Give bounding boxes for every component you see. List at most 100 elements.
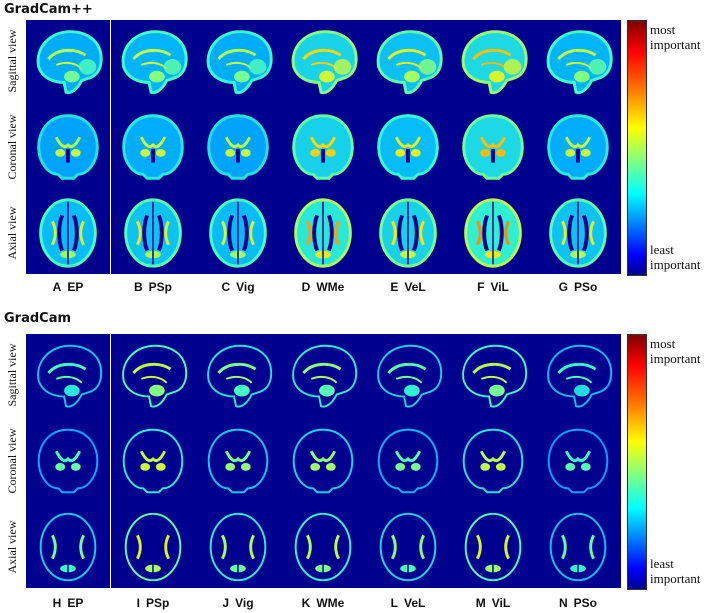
brain-map-coronal-svg (377, 428, 439, 494)
brain-map-sagittal-svg (206, 30, 273, 95)
brain-map-axial-svg (39, 198, 97, 268)
brain-map-n-axial (536, 506, 620, 588)
brain-map-sagittal-svg (377, 344, 443, 408)
brain-map-e-axial (366, 192, 450, 274)
panel-other-columns (110, 334, 621, 588)
column-letter: N (558, 596, 568, 610)
brain-map-sagittal-svg (376, 30, 443, 95)
column-label-c: C Vig (196, 280, 280, 294)
column-letter: B (133, 280, 143, 294)
brain-map-axial-svg (209, 512, 267, 582)
brain-map-sagittal-svg (462, 344, 528, 408)
brain-map-axial-svg (549, 512, 607, 582)
column-letter: G (558, 280, 568, 294)
brain-map-axial-svg (124, 512, 182, 582)
column-name: ViL (491, 596, 511, 610)
brain-map-b-sagittal (111, 20, 195, 102)
brain-map-f-coronal (451, 106, 535, 188)
column-label-n: N PSo (536, 596, 620, 610)
brain-map-coronal-svg (207, 114, 269, 180)
brain-map-coronal-svg (37, 428, 99, 494)
brain-map-g-sagittal (536, 20, 620, 102)
panel-other-columns (110, 20, 621, 274)
column-label-i: I PSp (111, 596, 195, 610)
column-name: PSp (148, 280, 172, 294)
brain-map-axial-svg (294, 512, 352, 582)
brain-map-g-coronal (536, 106, 620, 188)
brain-map-axial-svg (464, 198, 522, 268)
brain-map-h-coronal (26, 420, 110, 502)
brain-map-f-axial (451, 192, 535, 274)
brain-map-coronal-svg (122, 114, 184, 180)
column-letter: L (390, 596, 398, 610)
brain-map-m-axial (451, 506, 535, 588)
column-letter: E (390, 280, 399, 294)
brain-map-c-coronal (196, 106, 280, 188)
brain-map-m-sagittal (451, 334, 535, 416)
brain-map-f-sagittal (451, 20, 535, 102)
brain-map-i-axial (111, 506, 195, 588)
brain-map-n-sagittal (536, 334, 620, 416)
brain-map-coronal-svg (37, 114, 99, 180)
column-label-e: E VeL (366, 280, 450, 294)
brain-map-coronal-svg (122, 428, 184, 494)
column-letter: C (221, 280, 231, 294)
column-name: PSo (574, 280, 598, 294)
section-title: GradCam++ (4, 2, 93, 17)
row-label-axial: Axial view (5, 206, 19, 260)
column-name: Vig (236, 280, 255, 294)
brain-map-j-sagittal (196, 334, 280, 416)
brain-map-sagittal-svg (291, 30, 358, 95)
column-name: EP (67, 280, 84, 294)
brain-map-m-coronal (451, 420, 535, 502)
brain-map-c-sagittal (196, 20, 280, 102)
brain-map-sagittal-svg (36, 30, 103, 95)
colorbar (627, 334, 647, 590)
column-name: ViL (490, 280, 509, 294)
column-letter: K (301, 596, 311, 610)
column-name: VeL (403, 596, 426, 610)
row-label-axial: Axial view (5, 520, 19, 574)
brain-map-sagittal-svg (207, 344, 273, 408)
brain-map-e-coronal (366, 106, 450, 188)
brain-map-c-axial (196, 192, 280, 274)
brain-map-g-axial (536, 192, 620, 274)
column-letter: I (136, 596, 140, 610)
column-name: PSp (146, 596, 170, 610)
row-label-sagittal: Sagittal view (5, 343, 19, 407)
brain-map-k-coronal (281, 420, 365, 502)
brain-map-coronal-svg (547, 114, 609, 180)
brain-map-h-axial (26, 506, 110, 588)
brain-map-j-coronal (196, 420, 280, 502)
brain-map-i-coronal (111, 420, 195, 502)
brain-map-n-coronal (536, 420, 620, 502)
column-label-g: G PSo (536, 280, 620, 294)
brain-map-l-coronal (366, 420, 450, 502)
column-letter: D (301, 280, 311, 294)
colorbar-bottom-label: least important (650, 242, 701, 272)
brain-map-a-axial (26, 192, 110, 274)
brain-map-l-axial (366, 506, 450, 588)
column-name: Vig (235, 596, 254, 610)
colorbar-bottom-label: least important (650, 556, 701, 586)
column-label-d: D WMe (281, 280, 365, 294)
brain-map-axial-svg (124, 198, 182, 268)
column-label-a: A EP (26, 280, 110, 294)
brain-map-coronal-svg (547, 428, 609, 494)
brain-map-coronal-svg (292, 428, 354, 494)
brain-map-sagittal-svg (546, 30, 613, 95)
colorbar-top-label: most important (650, 22, 701, 52)
column-name: WMe (316, 596, 345, 610)
column-letter: J (222, 596, 230, 610)
row-label-sagittal: Sagittal view (5, 29, 19, 93)
brain-map-coronal-svg (462, 428, 524, 494)
brain-map-axial-svg (379, 512, 437, 582)
brain-map-sagittal-svg (37, 344, 103, 408)
column-letter: M (475, 596, 486, 610)
row-label-coronal: Coronal view (5, 114, 19, 180)
brain-map-a-sagittal (26, 20, 110, 102)
brain-map-d-sagittal (281, 20, 365, 102)
brain-map-axial-svg (39, 512, 97, 582)
brain-map-coronal-svg (462, 114, 524, 180)
column-label-b: B PSp (111, 280, 195, 294)
